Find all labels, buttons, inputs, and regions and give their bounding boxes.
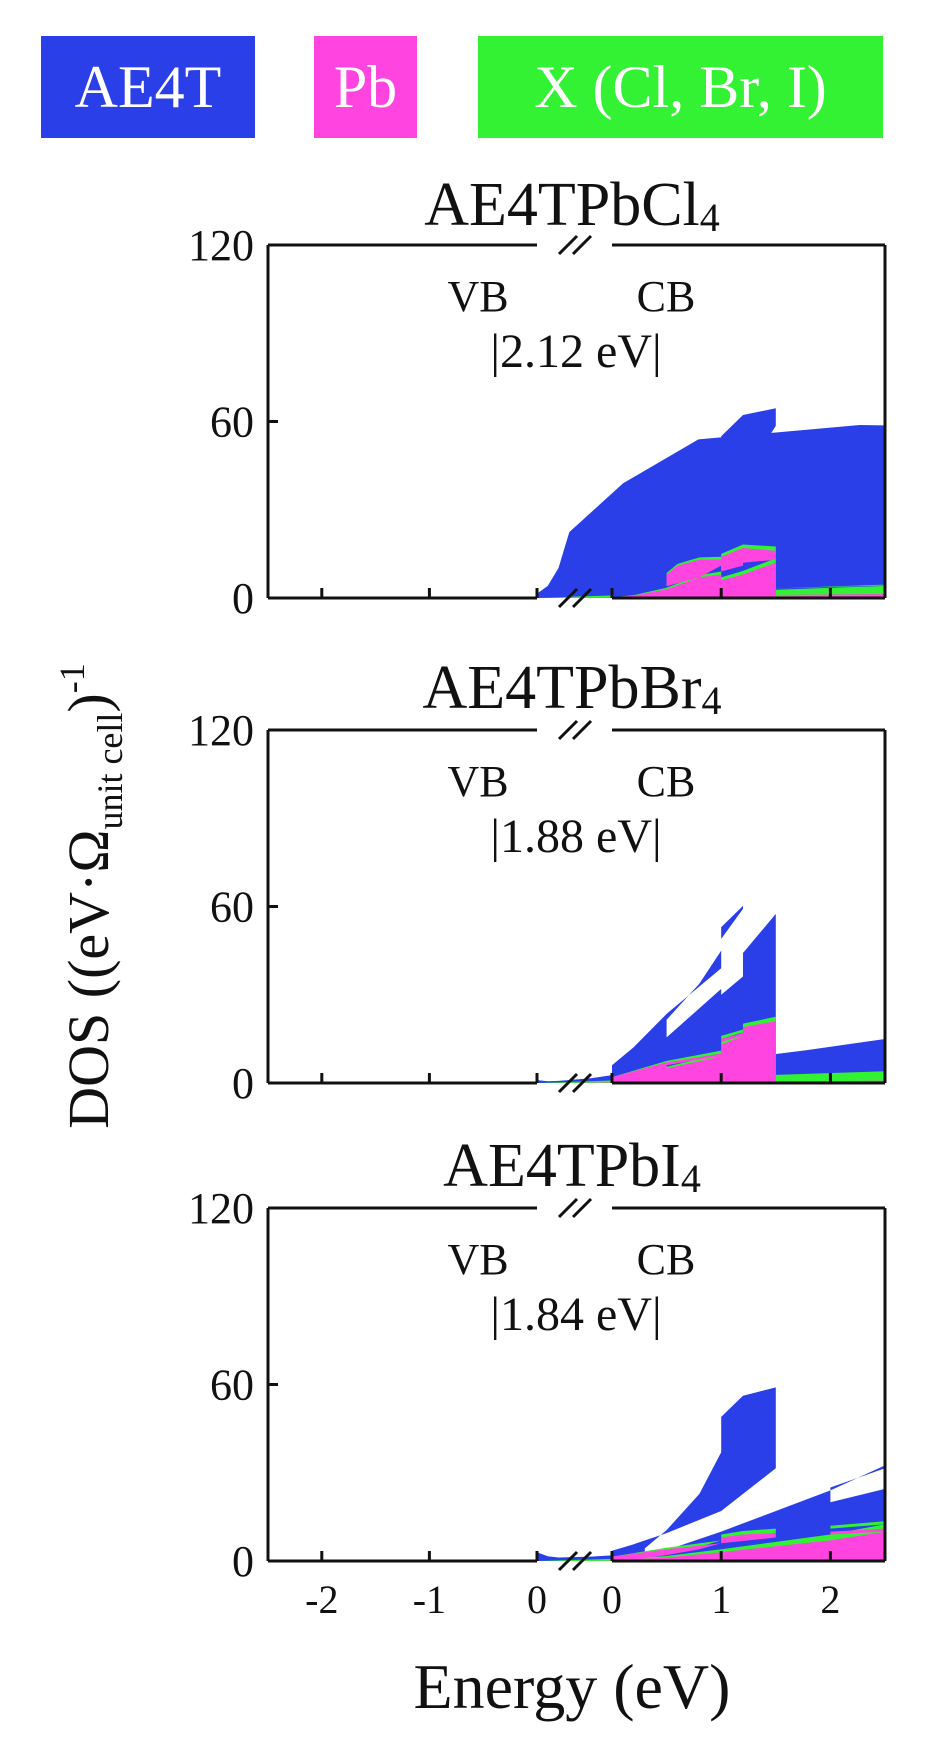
panel-3-break-mark-top-2	[571, 1197, 593, 1219]
panel-1-series	[537, 245, 885, 598]
panel-3-ytick-label-60: 60	[210, 1361, 254, 1410]
panel-1-cb-ae4t-area	[612, 245, 776, 598]
panel-1-cb-pb-area	[612, 548, 776, 598]
panel-1-vb-label: VB	[447, 272, 508, 321]
panel-3-title-subscript: 4	[681, 1156, 701, 1201]
panel-1-vb-x-area	[537, 584, 885, 598]
panel-3-break-mark-top-1	[557, 1197, 579, 1219]
panel-1-break-mark-bottom-1	[557, 587, 579, 609]
panel-1-break-mark-top-1	[557, 234, 579, 256]
panel-1-gap-label: |2.12 eV|	[490, 325, 661, 378]
panel-2-ytick-label-0: 0	[232, 1059, 254, 1108]
panel-2-title-subscript: 4	[702, 678, 722, 723]
panel-1-ytick-label-60: 60	[210, 398, 254, 447]
legend-halide: X (Cl, Br, I)	[478, 36, 883, 138]
panel-2-title: AE4TPbBr4	[423, 654, 722, 723]
panel-1-cb-label: CB	[637, 272, 696, 321]
panel-1-title-subscript: 4	[700, 195, 720, 240]
panel-2-cb-ae4t-area	[612, 730, 776, 1083]
legend-pb: Pb	[314, 36, 417, 138]
panel-2-break-mark-top-2	[571, 719, 593, 741]
panel-2-ytick-label-120: 120	[188, 706, 254, 755]
panel-3-title: AE4TPbI4	[443, 1132, 701, 1201]
panel-3-cb-label: CB	[637, 1235, 696, 1284]
panel-3-ytick-label-120: 120	[188, 1184, 254, 1233]
panel-3-title-base: AE4TPbI	[443, 1132, 681, 1200]
panel-2-gap-label: |1.88 eV|	[490, 810, 661, 863]
panel-2-break-mark-bottom-1	[557, 1072, 579, 1094]
panel-3-ytick-label-0: 0	[232, 1537, 254, 1586]
x-axis-label: Energy (eV)	[414, 1651, 731, 1722]
y-axis-label: DOS ((eV·Ωunit cell)-1	[52, 663, 130, 1129]
panel-3-gap-label: |1.84 eV|	[490, 1288, 661, 1341]
panel-2-ytick-label-60: 60	[210, 883, 254, 932]
x-tick-label-vb--1: -1	[413, 1577, 446, 1622]
panel-1-title: AE4TPbCl4	[424, 171, 720, 240]
panel-1-title-base: AE4TPbCl	[424, 171, 700, 239]
panel-2-break-mark-top-1	[557, 719, 579, 741]
panel-1-break-mark-top-2	[571, 234, 593, 256]
panel-2-title-base: AE4TPbBr	[423, 654, 702, 722]
y-axis-label-main: DOS ((eV·Ω	[56, 830, 121, 1129]
panel-3-break-mark-bottom-2	[571, 1550, 593, 1572]
panel-1-vb-ae4t-area	[537, 425, 885, 598]
panel-1-ytick-label-0: 0	[232, 574, 254, 623]
panel-3-cb-ae4t-area	[612, 1387, 885, 1561]
y-axis-label-exponent: -1	[52, 663, 92, 693]
x-tick-label-cb-1: 1	[711, 1577, 731, 1622]
panel-1-break-mark-bottom-2	[571, 587, 593, 609]
panel-3-break-mark-bottom-1	[557, 1550, 579, 1572]
x-tick-label-vb-0: 0	[527, 1577, 547, 1622]
panel-2-cb-pb-area	[612, 1000, 776, 1083]
panel-2-cb-label: CB	[637, 757, 696, 806]
legend-ae4t: AE4T	[41, 36, 255, 138]
panel-3-cb-pb-area	[612, 1528, 885, 1561]
y-axis-label-close: )	[56, 693, 121, 712]
panel-2-vb-ae4t-area	[537, 935, 885, 1083]
panel-3-vb-label: VB	[447, 1235, 508, 1284]
x-tick-label-vb--2: -2	[305, 1577, 338, 1622]
panel-1-ytick-label-120: 120	[188, 221, 254, 270]
x-tick-label-cb-0: 0	[602, 1577, 622, 1622]
y-axis-label-sub: unit cell	[90, 713, 130, 830]
x-tick-label-cb-2: 2	[820, 1577, 840, 1622]
panel-2-vb-label: VB	[447, 757, 508, 806]
panel-2-break-mark-bottom-2	[571, 1072, 593, 1094]
